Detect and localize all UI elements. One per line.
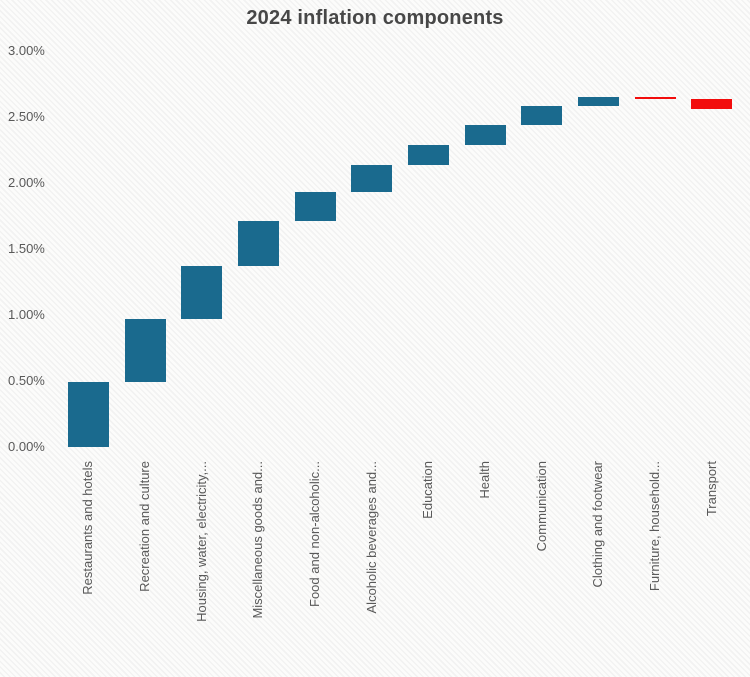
y-axis-tick-1.50pct: 1.50% [8,241,45,256]
waterfall-bar-education [407,144,449,165]
y-axis-tick-2.50pct: 2.50% [8,109,45,124]
category-label-housing-water-electricity: Housing, water, electricity,... [193,461,209,622]
chart-title: 2024 inflation components [246,7,504,29]
waterfall-bar-miscellaneous-goods-and [237,221,279,267]
category-label-health: Health [477,461,492,499]
category-label-transport: Transport [703,461,719,517]
y-axis-tick-2.00pct: 2.00% [8,175,45,190]
waterfall-bar-food-and-non-alcoholic [294,192,336,222]
y-axis-tick-0.00pct: 0.00% [8,439,45,454]
category-label-recreation-and-culture: Recreation and culture [137,461,152,592]
waterfall-bar-furniture-household [634,97,676,99]
waterfall-bar-clothing-and-footwear [577,97,619,107]
y-axis-tick-1.00pct: 1.00% [8,307,45,322]
y-axis-tick-3.00pct: 3.00% [8,43,45,58]
waterfall-bar-restaurants-and-hotels [67,382,109,447]
waterfall-bar-transport [691,98,733,110]
category-label-miscellaneous-goods-and: Miscellaneous goods and... [250,461,266,619]
waterfall-bar-recreation-and-culture [124,318,166,383]
waterfall-bar-health [464,124,506,145]
category-label-alcoholic-beverages-and: Alcoholic beverages and... [363,461,379,614]
category-label-education: Education [420,461,436,519]
category-label-communication: Communication [533,461,549,552]
waterfall-bar-alcoholic-beverages-and [351,164,393,193]
category-label-furniture-household: Furniture, household... [647,461,662,592]
waterfall-bar-communication [521,106,563,125]
y-axis-tick-0.50pct: 0.50% [8,373,45,388]
category-label-clothing-and-footwear: Clothing and footwear [590,461,606,588]
category-label-restaurants-and-hotels: Restaurants and hotels [80,461,96,595]
waterfall-bar-housing-water-electricity [181,266,223,319]
category-label-food-and-non-alcoholic: Food and non-alcoholic... [307,461,322,607]
